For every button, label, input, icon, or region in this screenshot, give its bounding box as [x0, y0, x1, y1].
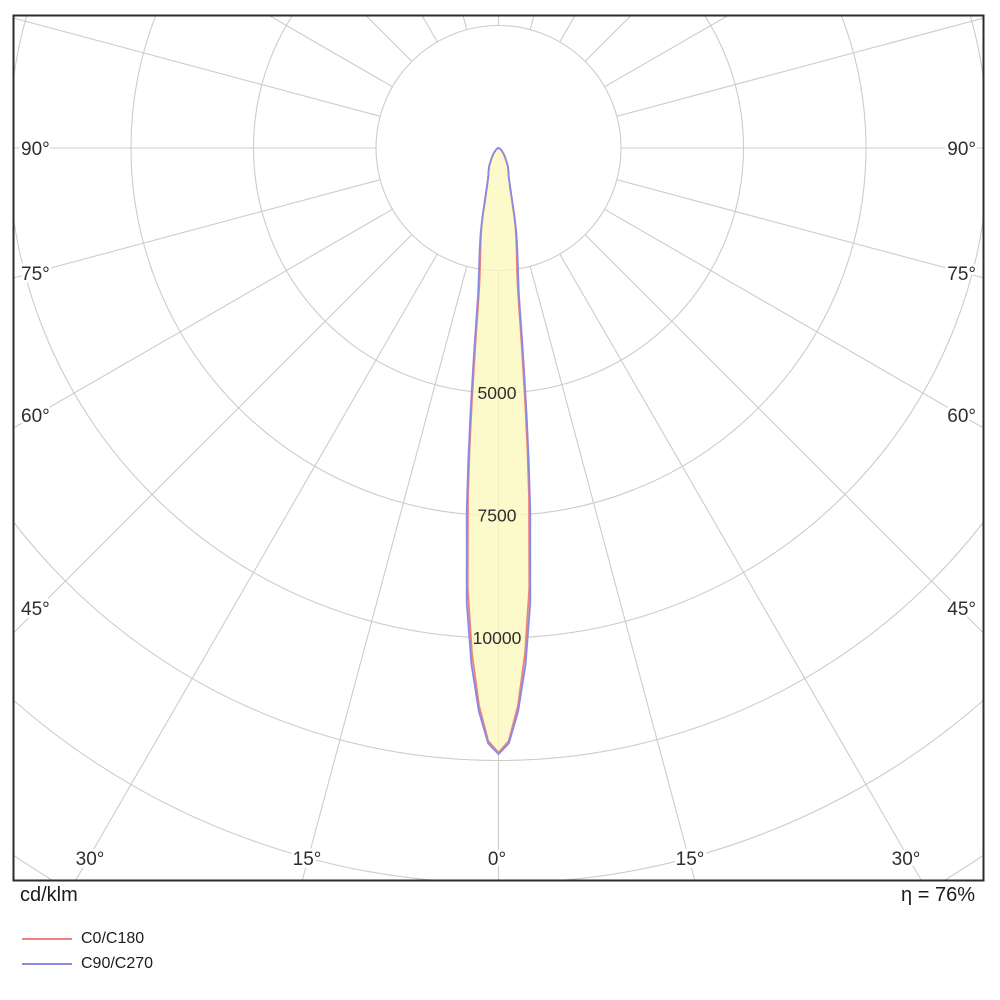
grid-spoke — [559, 253, 923, 881]
ring-labels: 5000 7500 10000 — [473, 383, 522, 648]
legend-item-c90: C90/C270 — [22, 951, 153, 976]
legend-label-c0: C0/C180 — [81, 929, 145, 947]
grid-spoke — [74, 253, 438, 881]
grid-spoke — [13, 234, 413, 634]
beam-lobe-fill — [466, 148, 531, 755]
angle-label-bottom: 30° — [76, 849, 105, 870]
c90-c270-curve — [465, 147, 532, 756]
angle-labels: 90° 75° 60° 45° 90° 75° 60° 45° 30° 15° 0° 15° 30° — [18, 136, 979, 873]
grid-spoke — [604, 208, 984, 429]
c0-line-swatch — [22, 937, 72, 940]
c90-line-swatch — [22, 962, 72, 965]
angle-label-right: 45° — [947, 599, 976, 620]
plot-border — [12, 14, 985, 882]
legend-label-c90: C90/C270 — [81, 954, 154, 972]
grid-spoke — [13, 179, 381, 279]
angle-label-left: 60° — [21, 406, 50, 427]
angle-label-left: 45° — [21, 599, 50, 620]
angle-label-right: 90° — [947, 139, 976, 160]
legend-item-c0: C0/C180 — [22, 926, 153, 951]
grid-spoke — [13, 17, 381, 117]
angle-label-bottom: 15° — [676, 849, 705, 870]
grid-spoke — [604, 15, 730, 88]
grid-spoke — [267, 15, 393, 88]
angle-label-bottom: 15° — [293, 849, 322, 870]
angle-label-right: 60° — [947, 406, 976, 427]
light-output-ratio-label: η = 76% — [901, 884, 975, 906]
grid-spoke — [616, 17, 984, 117]
angle-label-right: 75° — [947, 264, 976, 285]
angle-label-left: 75° — [21, 264, 50, 285]
angle-label-bottom: 0° — [488, 849, 506, 870]
ring-label: 10000 — [473, 628, 522, 648]
grid-spoke — [616, 179, 984, 279]
grid-spoke — [529, 266, 696, 881]
grid-spoke — [584, 234, 984, 634]
ring-label: 5000 — [478, 383, 517, 403]
angle-label-bottom: 30° — [892, 849, 921, 870]
units-label: cd/klm — [20, 884, 78, 906]
grid-spoke — [301, 266, 468, 881]
ring-label: 7500 — [478, 506, 517, 526]
legend: C0/C180 C90/C270 — [22, 926, 153, 976]
grid-spoke — [13, 208, 393, 429]
angle-label-left: 90° — [21, 139, 50, 160]
